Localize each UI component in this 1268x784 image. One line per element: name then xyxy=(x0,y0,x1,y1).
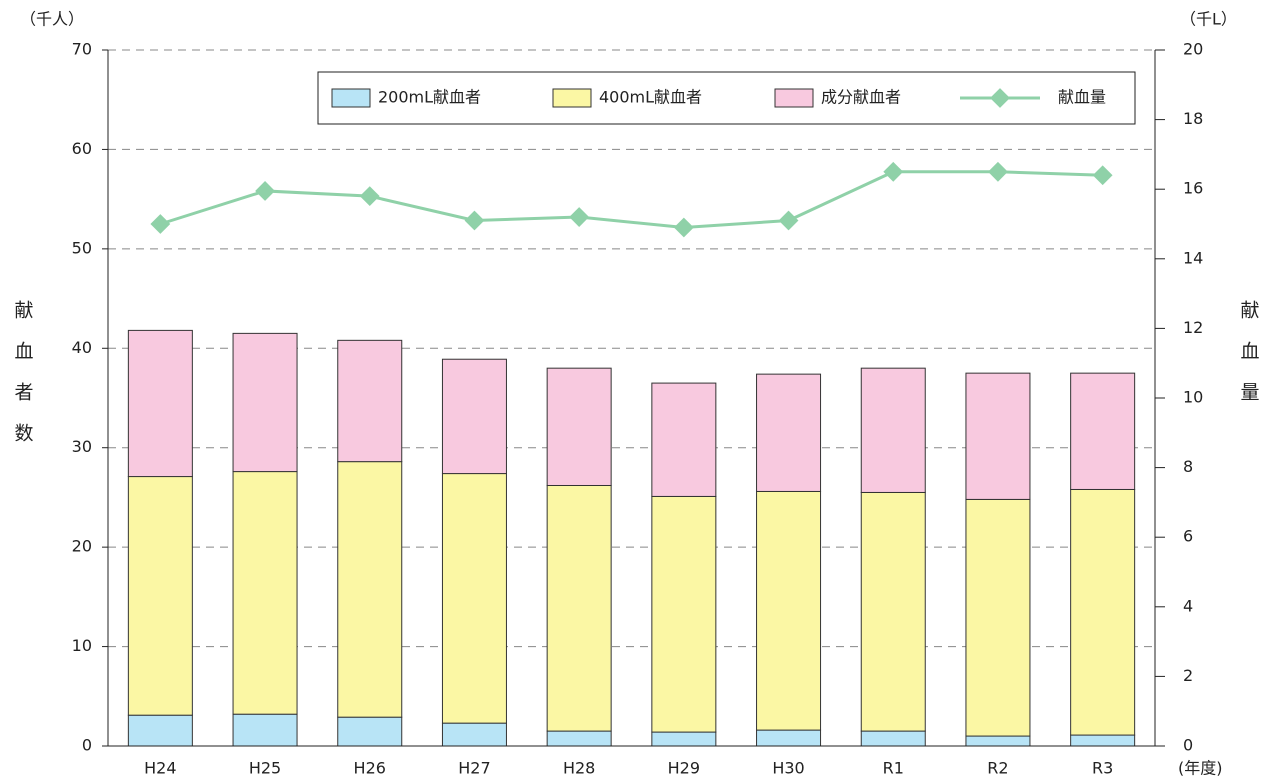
bar xyxy=(232,713,298,747)
y2-tick-label: 12 xyxy=(1183,318,1203,337)
bar xyxy=(651,731,717,747)
bar xyxy=(546,367,612,486)
bar xyxy=(337,716,403,747)
bar xyxy=(546,484,612,732)
y-tick-label: 10 xyxy=(72,636,92,655)
x-tick-label: H29 xyxy=(668,759,700,778)
marker xyxy=(359,186,380,207)
line xyxy=(159,170,1103,229)
bar xyxy=(756,490,822,731)
bar xyxy=(232,332,298,473)
marker xyxy=(883,161,904,182)
y2-tick-label: 6 xyxy=(1183,527,1193,546)
y2-tick-label: 2 xyxy=(1183,666,1193,685)
x-axis-label: (年度) xyxy=(1178,759,1223,778)
legend-swatch xyxy=(552,88,592,108)
y-tick-label: 60 xyxy=(72,139,92,158)
bar xyxy=(756,373,822,492)
legend-label: 献血量 xyxy=(1058,88,1106,107)
y2-tick-label: 10 xyxy=(1183,388,1203,407)
legend-label: 400mL献血者 xyxy=(599,88,702,107)
x-tick-label: H26 xyxy=(354,759,386,778)
bar xyxy=(860,730,926,747)
legend-label: 200mL献血者 xyxy=(378,88,481,107)
bar xyxy=(337,339,403,463)
y-tick-label: 70 xyxy=(72,40,92,59)
marker xyxy=(988,161,1008,182)
y-tick-label: 40 xyxy=(72,338,92,357)
y2-tick-label: 0 xyxy=(1183,736,1193,755)
legend-swatch xyxy=(774,88,814,108)
y2-tick-label: 18 xyxy=(1183,109,1203,128)
x-tick-label: R1 xyxy=(883,759,904,778)
marker xyxy=(569,207,590,227)
bar xyxy=(546,730,612,747)
bar xyxy=(651,382,717,497)
legend-label: 成分献血者 xyxy=(821,88,901,107)
marker xyxy=(150,214,171,234)
bar xyxy=(127,714,193,747)
x-tick-label: H24 xyxy=(144,759,176,778)
y2-tick-label: 4 xyxy=(1183,596,1193,615)
y-tick-label: 30 xyxy=(72,437,92,456)
bar xyxy=(756,729,822,747)
y2-tick-label: 14 xyxy=(1183,248,1203,267)
marker xyxy=(673,217,694,238)
marker xyxy=(1092,165,1113,186)
x-tick-label: R3 xyxy=(1092,759,1113,778)
bar xyxy=(441,473,507,724)
legend-swatch xyxy=(331,88,371,108)
bar xyxy=(860,367,926,493)
marker xyxy=(464,210,485,231)
bar xyxy=(127,476,193,716)
bar xyxy=(965,735,1031,747)
y2-unit: （千L） xyxy=(1180,10,1237,29)
x-tick-label: H28 xyxy=(563,759,595,778)
bar xyxy=(232,471,298,715)
bar xyxy=(651,495,717,733)
y2-tick-label: 16 xyxy=(1183,179,1203,198)
y-tick-label: 20 xyxy=(72,537,92,556)
bar xyxy=(965,498,1031,737)
x-tick-label: H30 xyxy=(772,759,804,778)
x-tick-label: H25 xyxy=(249,759,281,778)
marker xyxy=(778,210,799,231)
bar xyxy=(1070,372,1136,490)
y-unit: （千人） xyxy=(20,10,84,29)
marker xyxy=(255,181,275,201)
x-tick-label: H27 xyxy=(458,759,490,778)
y2-axis-label: 献血量 xyxy=(1238,300,1260,423)
bar xyxy=(1070,734,1136,747)
bar xyxy=(1070,488,1136,736)
y-tick-label: 0 xyxy=(82,736,92,755)
y-axis-label: 献血者数 xyxy=(12,300,34,464)
bar xyxy=(860,491,926,732)
y2-tick-label: 20 xyxy=(1183,40,1203,59)
bar xyxy=(127,329,193,478)
x-tick-label: R2 xyxy=(987,759,1008,778)
bar xyxy=(441,358,507,475)
y-tick-label: 50 xyxy=(72,238,92,257)
bar xyxy=(337,461,403,718)
bar xyxy=(965,372,1031,500)
y2-tick-label: 8 xyxy=(1183,457,1193,476)
bar xyxy=(441,722,507,747)
